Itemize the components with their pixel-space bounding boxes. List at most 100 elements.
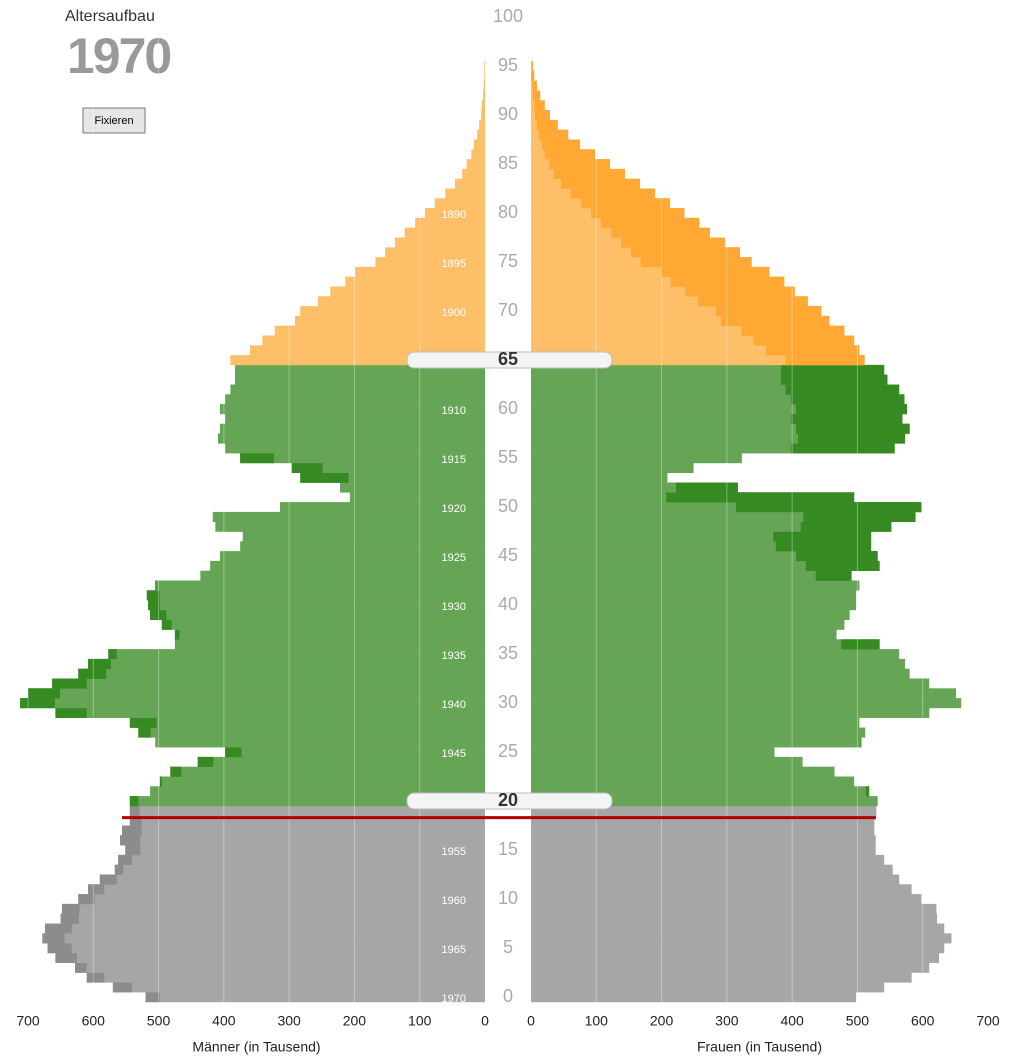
bar <box>531 688 957 699</box>
bar-excess <box>112 982 132 993</box>
bar-excess <box>61 903 80 914</box>
bar <box>212 511 485 522</box>
bar <box>531 560 880 571</box>
bar-excess <box>591 208 685 219</box>
bar-excess <box>531 70 535 81</box>
bar-excess <box>532 90 541 101</box>
bar <box>531 796 878 807</box>
bar <box>531 315 830 326</box>
bar <box>75 962 486 973</box>
bar <box>531 972 912 983</box>
bar-excess <box>42 933 65 944</box>
bar <box>531 668 910 679</box>
axis-title: Frauen (in Tausend) <box>697 1039 822 1055</box>
bar <box>28 688 485 699</box>
bar <box>531 355 865 366</box>
bar <box>150 786 485 797</box>
bar <box>531 276 785 287</box>
bar-excess <box>790 413 903 424</box>
bar <box>531 678 930 689</box>
button-label[interactable]: Fixieren <box>94 115 133 127</box>
bar <box>210 560 485 571</box>
birth-year-label: 1965 <box>442 944 466 956</box>
bar <box>531 717 860 728</box>
bar <box>531 502 922 513</box>
bar <box>234 364 485 375</box>
x-tick-label: 0 <box>527 1013 535 1029</box>
bar-excess <box>860 737 862 748</box>
bar <box>531 306 822 317</box>
bar <box>217 433 485 444</box>
birth-year-label: 1895 <box>442 258 466 270</box>
bar <box>415 217 485 228</box>
bar-excess <box>715 306 822 317</box>
bar <box>531 570 852 581</box>
age-handle <box>406 351 613 369</box>
bar-excess <box>800 521 892 532</box>
bar-excess <box>621 237 725 248</box>
bar <box>481 100 485 111</box>
bar <box>531 286 795 297</box>
bar <box>47 943 485 954</box>
bar <box>424 208 485 219</box>
bar <box>531 580 860 591</box>
y-tick-label: 5 <box>503 937 513 957</box>
bar-excess <box>125 845 141 856</box>
button[interactable]: Fixieren <box>82 107 146 134</box>
age-handle <box>406 792 613 810</box>
bar <box>531 835 876 846</box>
bar <box>215 521 485 532</box>
bar-excess <box>790 443 895 454</box>
bar <box>531 874 900 885</box>
bar-excess <box>150 609 167 620</box>
x-tick-label: 600 <box>82 1013 106 1029</box>
bar-excess <box>531 61 533 72</box>
x-tick-label: 0 <box>481 1013 489 1029</box>
bar <box>531 394 905 405</box>
bar <box>531 727 866 738</box>
bar <box>531 854 885 865</box>
bar-excess <box>534 100 545 111</box>
bar <box>112 982 485 993</box>
bar <box>345 276 485 287</box>
bar <box>129 815 486 826</box>
bar <box>434 198 485 209</box>
bar <box>445 188 485 199</box>
axis-title: Männer (in Tausend) <box>192 1039 320 1055</box>
bar <box>531 453 742 464</box>
bar-excess <box>129 796 139 807</box>
bar-excess <box>55 952 77 963</box>
bar <box>466 159 485 170</box>
bar <box>531 413 903 424</box>
y-tick-label: 50 <box>498 496 518 516</box>
bar <box>230 384 485 395</box>
bar <box>146 590 485 601</box>
x-tick-label: 100 <box>585 1013 609 1029</box>
bar <box>531 903 937 914</box>
y-tick-label: 80 <box>498 202 518 222</box>
y-tick-label: 35 <box>498 643 518 663</box>
bar <box>234 374 485 385</box>
bar-excess <box>47 943 72 954</box>
bar <box>531 747 775 758</box>
bar <box>155 737 486 748</box>
birth-year-label: 1940 <box>442 699 466 711</box>
button-frame[interactable] <box>82 107 146 134</box>
bar-excess <box>532 80 537 91</box>
x-tick-label: 500 <box>846 1013 870 1029</box>
bar-excess <box>44 923 72 934</box>
bar <box>174 639 485 650</box>
bar <box>481 110 485 121</box>
bar-excess <box>88 884 105 895</box>
bar <box>531 629 837 640</box>
y-tick-label: 65 <box>498 349 518 369</box>
bar <box>531 815 875 826</box>
bar <box>230 355 485 366</box>
bar-excess <box>640 257 752 268</box>
birth-year-label: 1910 <box>442 405 466 417</box>
bar <box>295 315 485 326</box>
bar <box>531 952 940 963</box>
bar-excess <box>581 198 671 209</box>
bar <box>531 443 895 454</box>
y-tick-label: 40 <box>498 594 518 614</box>
